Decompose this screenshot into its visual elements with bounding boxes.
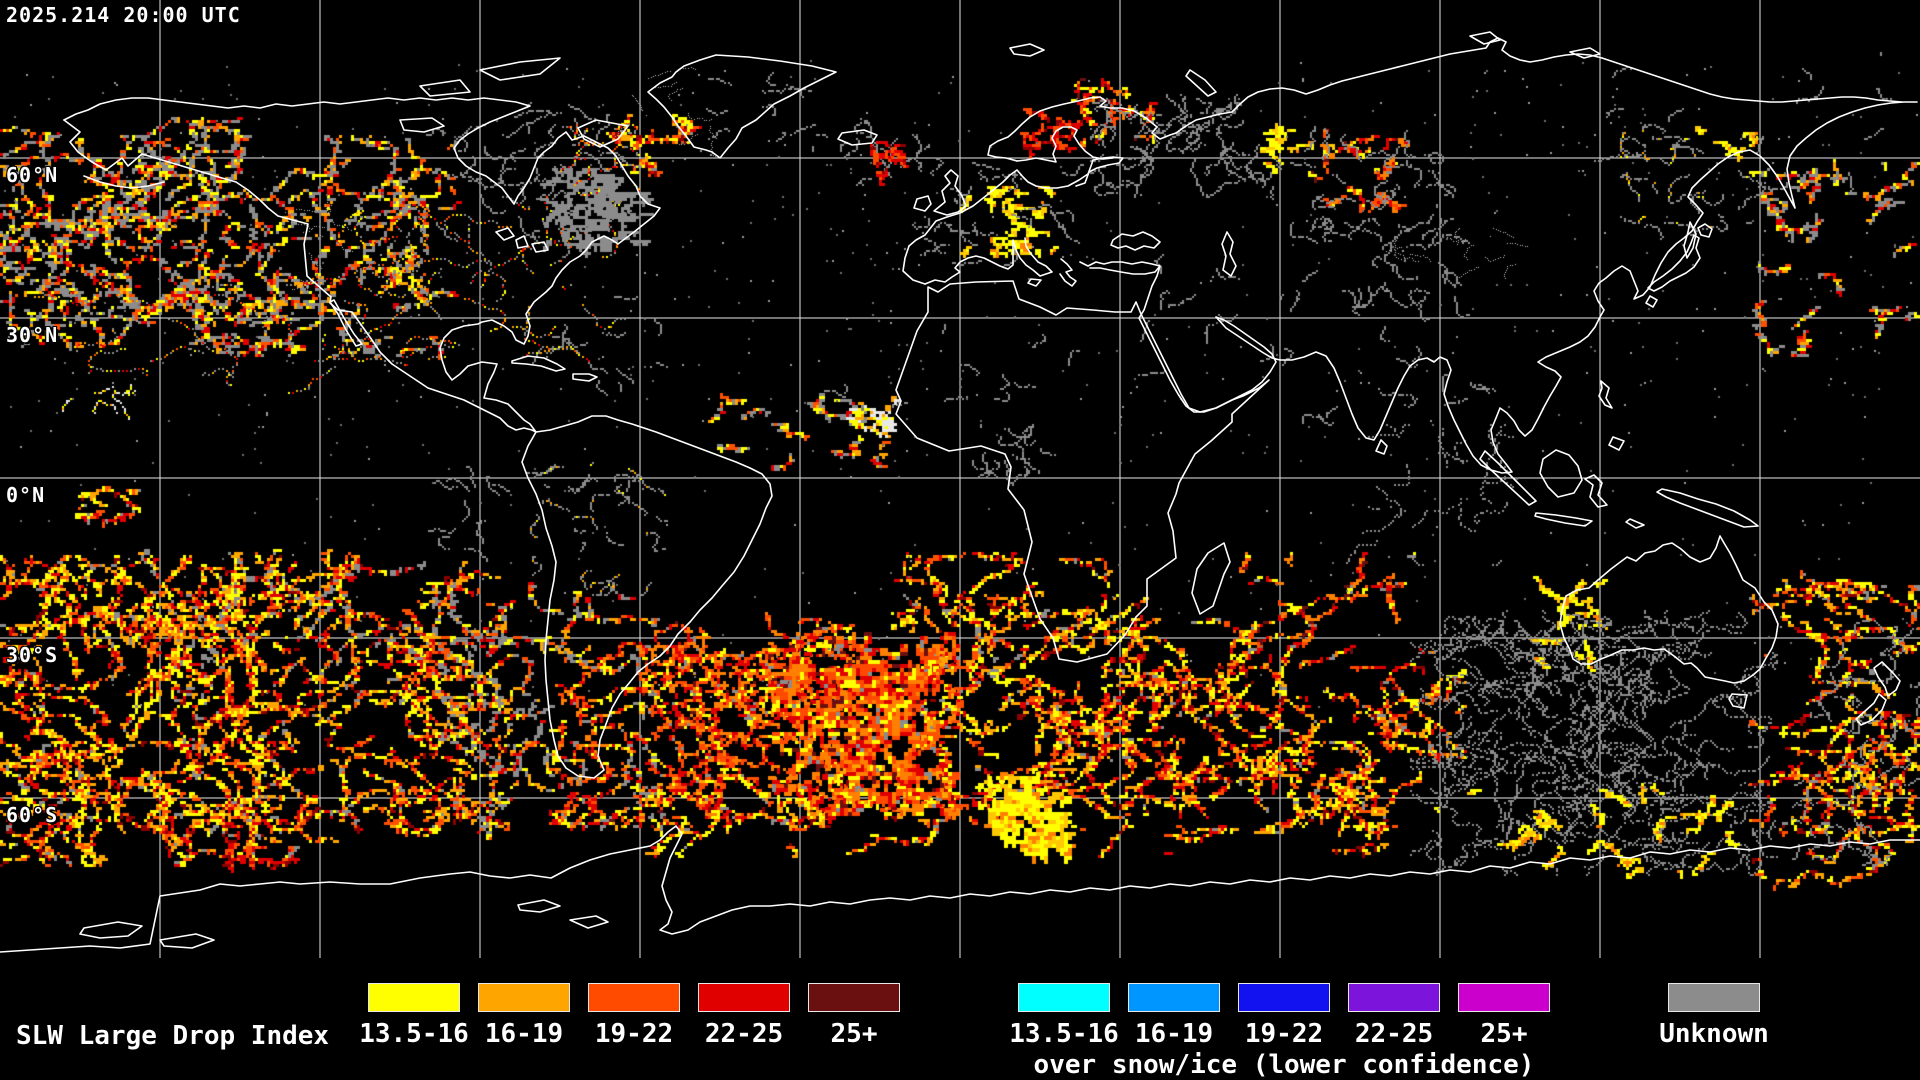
coastline-path — [1469, 31, 1501, 45]
coastline-path — [895, 280, 1270, 663]
legend-swatch-unknown — [1668, 983, 1760, 1012]
coastline-path — [521, 415, 773, 779]
legend-swatch-snow-19-22 — [1238, 983, 1330, 1012]
coastline-path — [1645, 295, 1658, 308]
map-canvas — [0, 0, 1920, 958]
coastline-path — [1625, 518, 1645, 529]
coastline-path — [1138, 265, 1161, 319]
coastline-path — [1584, 474, 1608, 508]
legend-unknown-label: Unknown — [1659, 1019, 1769, 1049]
coastline-path — [1016, 126, 1114, 163]
latitude-label: 60°S — [6, 803, 59, 827]
legend-range-label: 13.5-16 — [1009, 1019, 1119, 1049]
legend-range-label: 19-22 — [1244, 1019, 1324, 1049]
coastline-path — [517, 899, 561, 913]
coastline-path — [1569, 47, 1601, 59]
coastline-path — [1683, 221, 1697, 259]
coastline-path — [1559, 535, 1779, 684]
timestamp: 2025.214 20:00 UTC — [6, 3, 241, 27]
coastline-path — [63, 119, 537, 433]
coastline-path — [577, 119, 629, 148]
coastline-path — [0, 825, 1920, 953]
coastline-path — [495, 227, 515, 241]
latitude-label: 30°S — [6, 643, 59, 667]
legend-swatch-clear-22-25 — [698, 983, 790, 1012]
coastline-path — [1479, 450, 1537, 506]
coastline-path — [1221, 231, 1237, 277]
coastline-path — [1539, 449, 1583, 498]
legend-range-label: 25+ — [1480, 1019, 1528, 1049]
coastline-path — [531, 241, 549, 253]
coastline-path — [933, 169, 967, 216]
latitude-label: 0°N — [6, 483, 46, 507]
legend-swatch-clear-13.5-16 — [368, 983, 460, 1012]
legend-swatch-snow-22-25 — [1348, 983, 1440, 1012]
coastline-path — [902, 245, 926, 285]
legend-range-label: 19-22 — [594, 1019, 674, 1049]
coastline-path — [1728, 693, 1748, 709]
legend-snow-ice-caption: over snow/ice (lower confidence) — [1033, 1050, 1535, 1080]
legend-swatch-snow-25+ — [1458, 983, 1550, 1012]
legend-swatch-clear-19-22 — [588, 983, 680, 1012]
coastline-path — [1873, 661, 1901, 697]
legend-range-label: 13.5-16 — [359, 1019, 469, 1049]
coastline-path — [1697, 223, 1713, 238]
coastline-path — [924, 237, 1053, 285]
coastline-path — [1191, 542, 1231, 615]
coastline-path — [1656, 488, 1759, 528]
coastline-path — [569, 915, 609, 929]
coastlines — [0, 31, 1920, 953]
legend-range-label: 22-25 — [704, 1019, 784, 1049]
legend-swatch-clear-25+ — [808, 983, 900, 1012]
coastline-path — [159, 933, 215, 949]
coastline-path — [1059, 258, 1077, 287]
coastline-path — [1598, 380, 1613, 409]
coastline-path — [79, 921, 143, 939]
coastline-path — [1110, 231, 1161, 251]
coastline-path — [1375, 439, 1388, 455]
coastline-path — [1608, 436, 1625, 451]
coastline-path — [1027, 278, 1042, 287]
coastline-path — [399, 117, 445, 133]
coastline-path — [515, 235, 529, 249]
coastline-path — [1185, 69, 1217, 97]
legend-range-label: 22-25 — [1354, 1019, 1434, 1049]
coastline-path — [1647, 234, 1701, 292]
coastline-path — [1534, 512, 1593, 527]
coastline-path — [647, 54, 837, 159]
coastline-path — [908, 156, 1124, 247]
coastline-path — [419, 79, 471, 97]
coastline-path — [987, 96, 1177, 162]
coastline-path — [1175, 37, 1903, 134]
coastline-path — [1009, 43, 1045, 57]
coastline-path — [1855, 693, 1887, 726]
legend-swatch-snow-16-19 — [1128, 983, 1220, 1012]
coastline-path — [1079, 261, 1161, 275]
legend-title: SLW Large Drop Index — [16, 1021, 330, 1051]
coastline-path — [913, 195, 932, 212]
coastline-path — [837, 129, 878, 146]
latitude-label: 30°N — [6, 323, 59, 347]
coastline-path — [511, 355, 566, 372]
legend-range-label: 25+ — [830, 1019, 878, 1049]
legend: SLW Large Drop Index 13.5-16 16-19 19-22 22… — [0, 958, 1920, 1080]
legend-swatch-clear-16-19 — [478, 983, 570, 1012]
legend-range-label: 16-19 — [484, 1019, 564, 1049]
coastline-path — [329, 299, 363, 347]
coastline-path — [1138, 101, 1918, 474]
legend-swatch-snow-13.5-16 — [1018, 983, 1110, 1012]
coastline-path — [63, 97, 661, 433]
coastline-path — [83, 175, 165, 189]
coastline-path — [479, 57, 561, 81]
legend-range-label: 16-19 — [1134, 1019, 1214, 1049]
latitude-label: 60°N — [6, 163, 59, 187]
coastline-path — [572, 373, 598, 382]
